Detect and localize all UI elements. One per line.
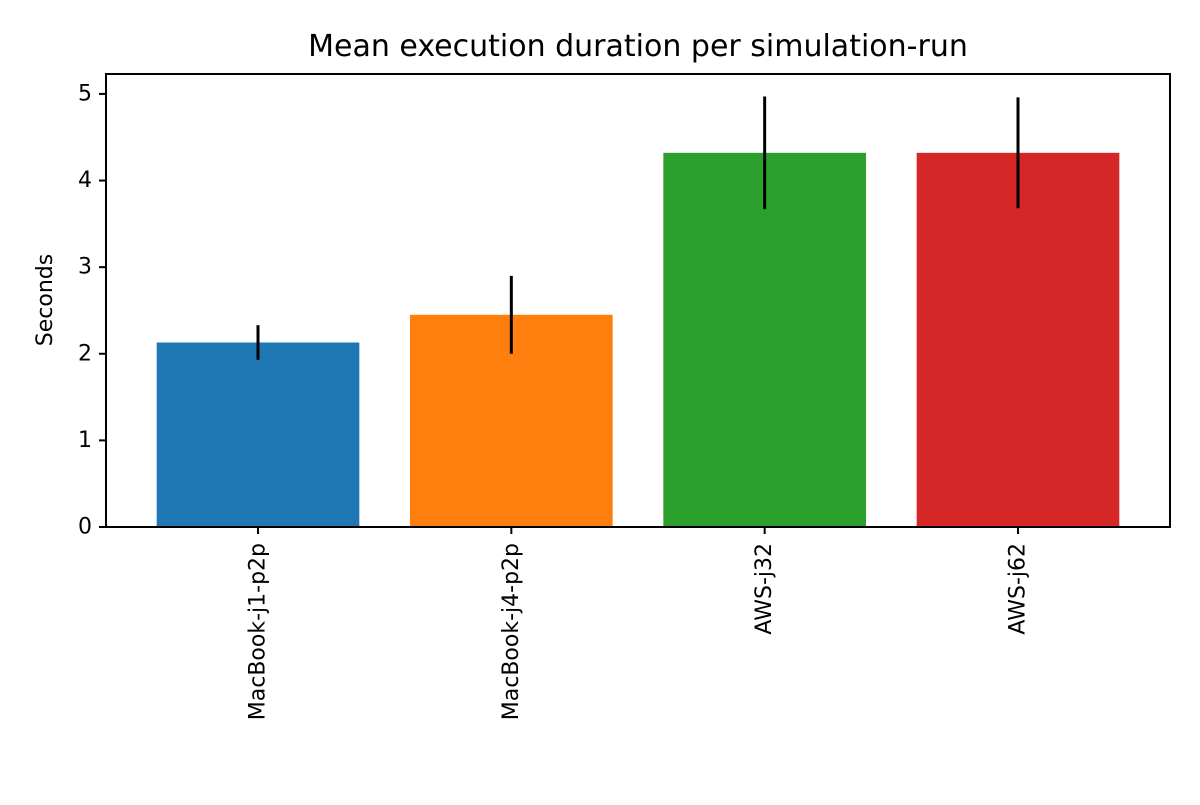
y-axis-label: Seconds [33, 254, 58, 346]
plot-frame [105, 73, 1171, 528]
chart-title: Mean execution duration per simulation-r… [308, 29, 968, 64]
bar-3 [663, 152, 866, 528]
bar-4 [916, 152, 1120, 528]
x-axis: MacBook-j1-p2p MacBook-j4-p2p AWS-j32 AWS-j… [246, 527, 1031, 720]
y-tick-label-3: 3 [78, 255, 92, 280]
x-tick-label-3: AWS-j32 [752, 543, 777, 635]
x-tick-label-4: AWS-j62 [1006, 543, 1031, 635]
y-tick-label-0: 0 [78, 515, 92, 540]
x-tick-label-2: MacBook-j4-p2p [499, 543, 524, 720]
y-tick-label-4: 4 [78, 168, 92, 193]
bars-layer [156, 152, 1120, 528]
y-tick-label-2: 2 [78, 341, 92, 366]
error-bars-layer [256, 96, 1020, 360]
y-axis: 0 1 2 3 4 5 [78, 81, 106, 540]
y-tick-label-1: 1 [78, 428, 92, 453]
y-tick-label-5: 5 [78, 81, 92, 106]
bar-1 [156, 342, 360, 527]
x-tick-label-1: MacBook-j1-p2p [246, 543, 271, 720]
